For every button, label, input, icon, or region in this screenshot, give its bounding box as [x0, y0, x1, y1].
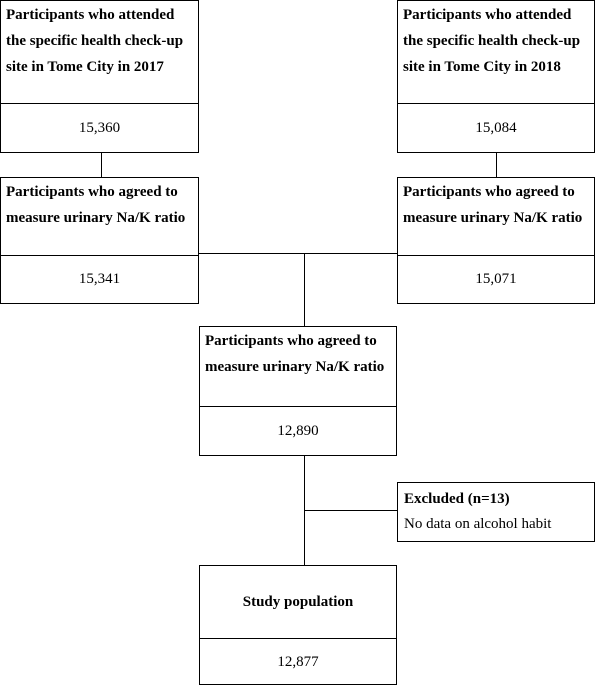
- box-agreed-combined-label: Participants who agreed to measure urina…: [200, 327, 396, 407]
- box-agreed-combined-count: 12,890: [277, 423, 319, 439]
- connector-to-excluded: [304, 510, 398, 511]
- box-excluded: Excluded (n=13) No data on alcohol habit: [397, 482, 595, 542]
- box-agreed-2018-label: Participants who agreed to measure urina…: [398, 178, 594, 256]
- box-attended-2017-count: 15,360: [78, 120, 121, 136]
- box-agreed-2017-label: Participants who agreed to measure urina…: [1, 178, 198, 256]
- box-attended-2018-count: 15,084: [475, 120, 517, 136]
- box-attended-2017: Participants who attended the specific h…: [0, 0, 199, 153]
- box-attended-2018: Participants who attended the specific h…: [397, 0, 595, 153]
- box-agreed-2017-count: 15,341: [78, 271, 121, 287]
- box-study-population: Study population 12,877: [199, 565, 397, 685]
- study-population-label: Study population: [200, 566, 396, 639]
- connector-2018-to-agreed: [496, 152, 497, 178]
- excluded-reason: No data on alcohol habit: [404, 516, 552, 532]
- connector-merge-vertical: [304, 253, 305, 327]
- box-agreed-2017: Participants who agreed to measure urina…: [0, 177, 199, 304]
- excluded-title: Excluded (n=13): [404, 491, 510, 507]
- connector-2017-to-agreed: [101, 152, 102, 178]
- box-agreed-combined: Participants who agreed to measure urina…: [199, 326, 397, 456]
- box-attended-2017-label: Participants who attended the specific h…: [1, 1, 198, 104]
- study-population-count: 12,877: [277, 653, 319, 670]
- box-agreed-2018-count: 15,071: [475, 271, 517, 287]
- box-attended-2018-label: Participants who attended the specific h…: [398, 1, 594, 104]
- connector-merge-horizontal: [199, 253, 398, 254]
- box-agreed-2018: Participants who agreed to measure urina…: [397, 177, 595, 304]
